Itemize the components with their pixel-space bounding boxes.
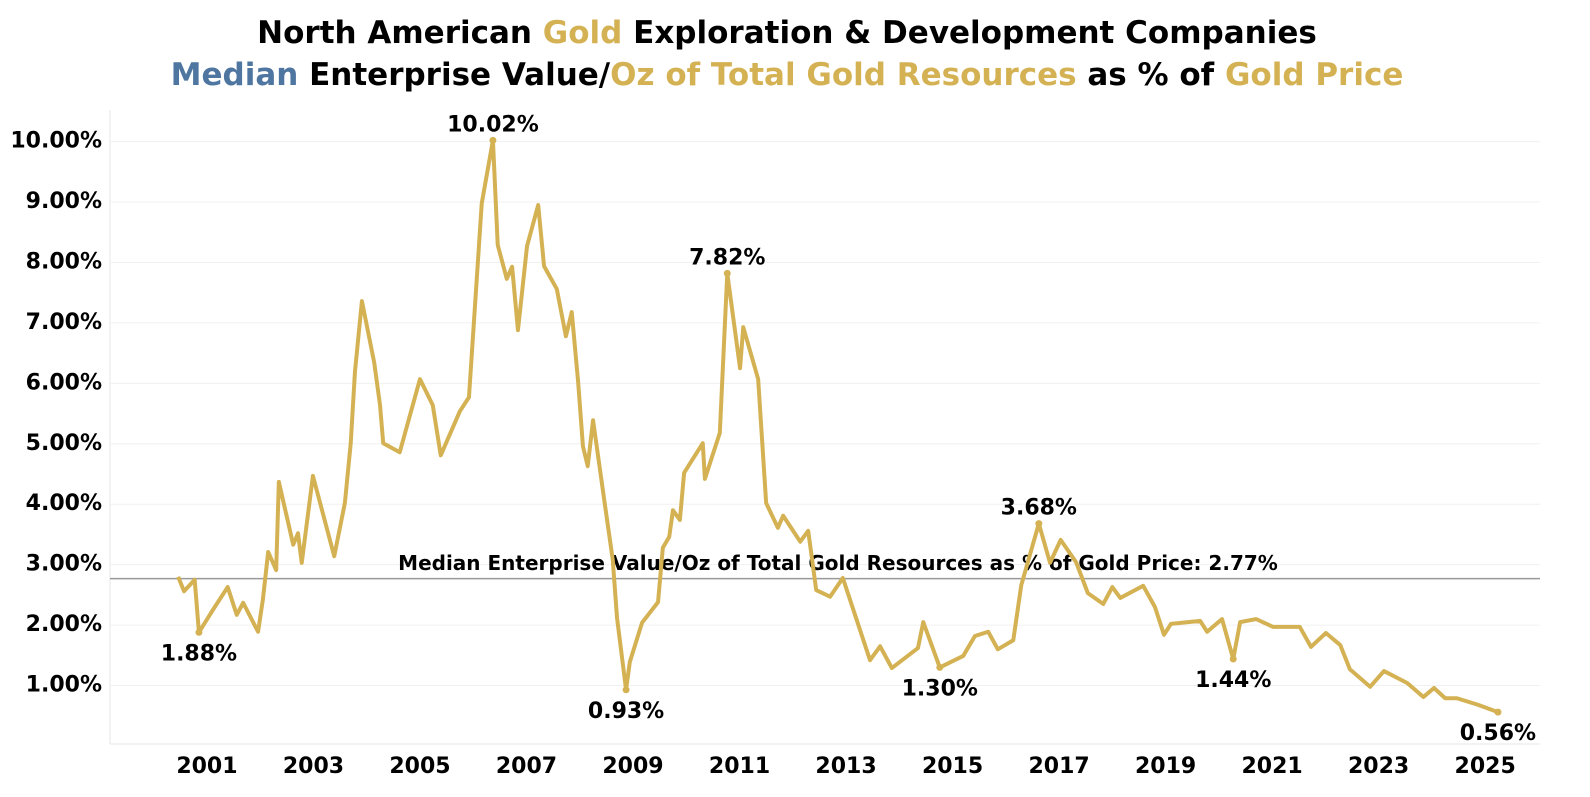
value-label: 3.68% [1001, 496, 1077, 521]
median-label: Median Enterprise Value/Oz of Total Gold… [398, 551, 1278, 575]
title-segment: as % of [1077, 57, 1225, 93]
chart-title: North American Gold Exploration & Develo… [257, 15, 1317, 51]
x-tick-label: 2013 [815, 754, 876, 779]
x-tick-label: 2011 [709, 754, 770, 779]
title-segment: Gold Price [1225, 57, 1403, 93]
x-tick-label: 2007 [496, 754, 557, 779]
data-line [176, 138, 1499, 715]
value-label: 1.44% [1195, 668, 1271, 693]
y-tick-label: 5.00% [26, 431, 102, 456]
value-point [1229, 655, 1237, 663]
value-point [489, 136, 497, 144]
value-label: 7.82% [689, 245, 765, 270]
title-segment: Oz of Total Gold Resources [610, 57, 1076, 93]
value-label: 1.88% [161, 641, 237, 666]
y-tick-label: 10.00% [10, 129, 102, 154]
x-tick-label: 2015 [922, 754, 983, 779]
value-point [1035, 520, 1043, 528]
title-segment: Enterprise Value/ [298, 57, 610, 93]
x-tick-label: 2019 [1135, 754, 1196, 779]
x-tick-label: 2005 [389, 754, 450, 779]
y-tick-label: 4.00% [26, 491, 102, 516]
value-label: 1.30% [902, 676, 978, 701]
y-tick-label: 6.00% [26, 370, 102, 395]
x-tick-label: 2025 [1455, 754, 1516, 779]
title-segment: Exploration & Development Companies [622, 15, 1316, 51]
x-tick-label: 2021 [1241, 754, 1302, 779]
value-point [1494, 708, 1502, 716]
x-tick-label: 2017 [1028, 754, 1089, 779]
value-point [195, 628, 203, 636]
x-tick-label: 2009 [602, 754, 663, 779]
y-tick-label: 8.00% [26, 249, 102, 274]
x-tick-label: 2001 [176, 754, 237, 779]
title-segment: North American [257, 15, 543, 51]
value-point [936, 663, 944, 671]
y-tick-label: 9.00% [26, 189, 102, 214]
title-segment: Gold [543, 15, 623, 51]
value-point [723, 269, 731, 277]
y-tick-label: 3.00% [26, 552, 102, 577]
x-tick-label: 2023 [1348, 754, 1409, 779]
x-tick-label: 2003 [283, 754, 344, 779]
y-tick-label: 2.00% [26, 612, 102, 637]
value-label: 0.93% [588, 699, 664, 724]
value-label: 10.02% [447, 112, 539, 137]
value-point [622, 686, 630, 694]
value-label: 0.56% [1460, 721, 1536, 746]
y-tick-label: 7.00% [26, 310, 102, 335]
y-tick-label: 1.00% [26, 673, 102, 698]
chart-title: Median Enterprise Value/Oz of Total Gold… [171, 57, 1404, 93]
title-segment: Median [171, 57, 299, 93]
